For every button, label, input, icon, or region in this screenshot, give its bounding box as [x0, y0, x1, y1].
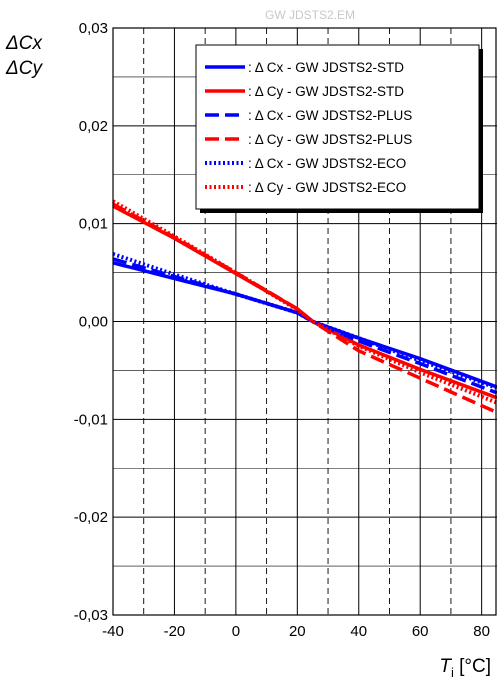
legend-label-6: : Δ Cy - GW JDSTS2-ECO — [248, 180, 406, 195]
y-tick-label: 0,03 — [79, 20, 108, 37]
legend-label-1: : Δ Cx - GW JDSTS2-STD — [248, 60, 404, 75]
y-tick-label: -0,01 — [74, 411, 108, 428]
y-tick-labels: -0,03 -0,02 -0,01 0,00 0,01 0,02 0,03 — [74, 20, 108, 624]
x-tick-labels: -40 -20 0 20 40 60 80 — [102, 623, 490, 640]
legend: : Δ Cx - GW JDSTS2-STD : Δ Cy - GW JDSTS2… — [195, 44, 483, 213]
y-axis-label-line: ΔCx — [5, 33, 43, 54]
watermark: GW JDSTS2.EM — [265, 8, 355, 22]
legend-label-4: : Δ Cy - GW JDSTS2-PLUS — [248, 132, 412, 147]
x-axis-label-text: Ti [°C] — [439, 656, 491, 680]
x-tick-label: 60 — [412, 623, 429, 640]
x-tick-label: 40 — [350, 623, 367, 640]
legend-label-2: : Δ Cy - GW JDSTS2-STD — [248, 84, 404, 99]
y-axis-label-line: ΔCy — [5, 58, 43, 79]
x-axis-label: Ti [°C] — [439, 656, 491, 680]
series-line-4 — [112, 202, 497, 415]
plot-frame — [112, 27, 497, 616]
series-layer — [112, 199, 497, 415]
y-tick-label: 0,00 — [79, 314, 108, 331]
y-tick-label: -0,03 — [74, 607, 108, 624]
legend-box — [195, 44, 480, 210]
x-tick-label: 80 — [473, 623, 490, 640]
legend-label-5: : Δ Cx - GW JDSTS2-ECO — [248, 156, 406, 171]
y-tick-label: 0,02 — [79, 118, 108, 135]
x-tick-label: -20 — [164, 623, 186, 640]
plot-border — [112, 27, 497, 616]
x-tick-label: 0 — [232, 623, 240, 640]
series-line-6 — [112, 199, 497, 405]
legend-label-3: : Δ Cx - GW JDSTS2-PLUS — [248, 108, 412, 123]
y-tick-label: -0,02 — [74, 509, 108, 526]
x-tick-label: -40 — [102, 623, 124, 640]
y-axis-label: ΔCx ΔCy — [5, 33, 43, 79]
x-tick-label: 20 — [289, 623, 306, 640]
y-tick-label: 0,01 — [79, 216, 108, 233]
